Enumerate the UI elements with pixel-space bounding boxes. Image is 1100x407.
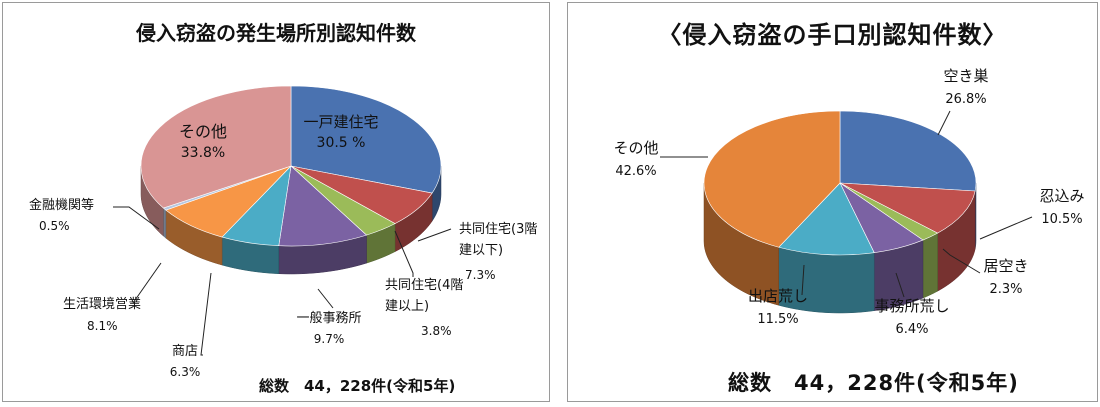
slice-label-seikatsu: 生活環境営業	[63, 296, 141, 312]
slice-value-detenarashi: 11.5%	[757, 312, 798, 327]
pie-slices	[140, 85, 442, 247]
slice-value-shinobi: 10.5%	[1041, 212, 1082, 227]
slice-value-sonota2: 42.6%	[615, 164, 656, 179]
pie-slice-sonota2	[703, 110, 841, 248]
leader-line-kinyu	[113, 206, 160, 230]
leader-line-kyodo4	[394, 230, 414, 277]
slice-value-jimusho: 9.7%	[314, 332, 345, 346]
slice-value-kyodo4: 3.8%	[421, 324, 452, 338]
pie-slices	[703, 110, 977, 256]
pie-chart-method: 空き巣 26.8% 忍込み 10.5% 居空き 2.3% 事務所荒し 6.4% 出店荒し 11.5…	[613, 67, 1084, 337]
leader-line-detenarashi	[801, 264, 805, 296]
slice-label-kyodo3: 共同住宅(3階	[459, 222, 537, 237]
slice-value-kinyu: 0.5%	[39, 219, 70, 233]
slice-label-ikko: 一戸建住宅	[303, 113, 378, 131]
slice-label-shoten: 商店	[172, 344, 198, 359]
leader-line-shoten	[200, 272, 212, 356]
total-count-location: 総数 44，228件(令和5年)	[259, 377, 456, 395]
pie-slice-ikko	[290, 85, 442, 194]
pie-slice-akisu	[839, 110, 977, 192]
slice-value-kyodo3: 7.3%	[465, 268, 496, 282]
total-count-method: 総数 44，228件(令和5年)	[728, 371, 1019, 395]
chart-title-location: 侵入窃盗の発生場所別認知件数	[136, 21, 416, 45]
slice-label-detenarashi: 出店荒し	[748, 287, 808, 305]
leader-line-kyodo3	[417, 228, 452, 242]
leader-line-iaki	[942, 248, 981, 274]
slice-value-akisu: 26.8%	[945, 92, 986, 107]
slice-label-sonota2: その他	[613, 139, 658, 157]
slice-label-kyodo3: 建以下)	[459, 243, 503, 258]
pie-sides	[703, 182, 977, 314]
chart-title-method: 〈侵入窃盗の手口別認知件数〉	[657, 21, 1008, 49]
slice-value-iaki: 2.3%	[989, 282, 1022, 297]
slice-label-akisu: 空き巣	[943, 67, 988, 85]
slice-value-sonota: 33.8%	[181, 145, 225, 161]
slice-value-seikatsu: 8.1%	[87, 319, 118, 333]
pie-slice-shinobi	[839, 182, 976, 234]
slice-label-sonota: その他	[179, 122, 227, 141]
slice-label-shinobi: 忍込み	[1039, 187, 1084, 205]
slice-label-jimuarashi: 事務所荒し	[874, 297, 949, 315]
pie-slice-sonota	[140, 85, 292, 209]
leader-line-shinobi	[979, 216, 1033, 240]
slice-value-ikko: 30.5 %	[317, 135, 366, 151]
pie-slice-detenarashi	[778, 182, 875, 256]
slice-label-kyodo4: 建以上)	[385, 299, 429, 314]
leader-line-jimuarashi	[895, 272, 905, 298]
pie-side-kinyu	[163, 207, 167, 239]
chart-panel-method: 空き巣 26.8% 忍込み 10.5% 居空き 2.3% 事務所荒し 6.4% 出店荒し 11.5…	[567, 2, 1098, 402]
slice-label-iaki: 居空き	[983, 257, 1028, 275]
leader-line-seikatsu	[132, 262, 162, 304]
slice-label-kyodo4: 共同住宅(4階	[385, 278, 463, 293]
slice-value-shoten: 6.3%	[170, 365, 201, 379]
chart-panel-location: 一戸建住宅 30.5 % 共同住宅(3階 建以下) 7.3% 共同住宅(4階 建以上) 3.8…	[2, 2, 550, 402]
slice-label-kinyu: 金融機関等	[29, 197, 94, 213]
slice-label-jimusho: 一般事務所	[296, 310, 361, 326]
pie-labels: 空き巣 26.8% 忍込み 10.5% 居空き 2.3% 事務所荒し 6.4% 出店荒し 11.5…	[613, 67, 1084, 337]
slice-value-jimuarashi: 6.4%	[895, 322, 928, 337]
pie-slice-jimusho	[278, 165, 368, 247]
leader-line-akisu	[937, 110, 951, 136]
leader-line-jimusho	[317, 288, 334, 309]
pie-side-iaki	[922, 232, 938, 299]
